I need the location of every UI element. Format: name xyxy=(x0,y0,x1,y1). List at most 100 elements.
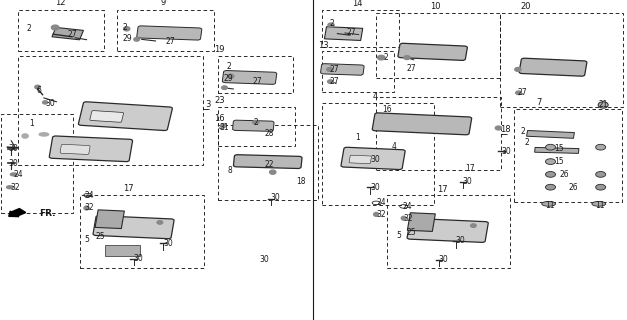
Text: 27: 27 xyxy=(518,88,527,97)
Text: 30: 30 xyxy=(271,193,281,202)
FancyBboxPatch shape xyxy=(233,155,302,169)
Text: 2: 2 xyxy=(329,19,334,28)
Text: 2: 2 xyxy=(524,138,529,147)
Bar xyxy=(324,27,363,40)
FancyBboxPatch shape xyxy=(93,216,174,239)
FancyBboxPatch shape xyxy=(50,136,132,162)
Ellipse shape xyxy=(596,184,606,190)
Text: 24: 24 xyxy=(14,170,23,179)
Text: 30: 30 xyxy=(439,255,449,264)
Text: 16: 16 xyxy=(214,114,224,123)
Text: 30: 30 xyxy=(45,99,55,108)
Text: 28: 28 xyxy=(265,129,274,138)
Bar xyxy=(218,107,295,146)
Text: 26: 26 xyxy=(568,183,577,192)
Ellipse shape xyxy=(515,91,522,95)
Text: 32: 32 xyxy=(10,183,19,192)
Bar xyxy=(18,10,104,51)
Bar xyxy=(500,13,623,107)
Bar xyxy=(1,114,73,213)
Text: 5: 5 xyxy=(396,231,401,240)
Text: 15: 15 xyxy=(554,157,564,166)
Ellipse shape xyxy=(401,216,406,220)
Text: 22: 22 xyxy=(265,160,274,169)
Text: 18: 18 xyxy=(296,177,305,186)
Text: 12: 12 xyxy=(56,0,66,7)
FancyBboxPatch shape xyxy=(519,58,587,76)
Bar xyxy=(322,51,394,92)
Ellipse shape xyxy=(592,202,606,206)
Text: 2: 2 xyxy=(26,24,31,33)
Text: 15: 15 xyxy=(554,144,564,153)
Ellipse shape xyxy=(228,74,234,78)
Text: 17: 17 xyxy=(124,184,134,193)
Text: 18: 18 xyxy=(500,125,510,134)
Text: 16: 16 xyxy=(382,105,392,114)
Text: 21: 21 xyxy=(598,100,608,109)
Bar xyxy=(322,103,434,205)
Text: 27: 27 xyxy=(329,77,339,86)
Text: 2: 2 xyxy=(227,62,232,71)
Ellipse shape xyxy=(270,170,276,174)
FancyBboxPatch shape xyxy=(223,70,277,84)
Text: 9: 9 xyxy=(161,0,166,7)
Ellipse shape xyxy=(22,134,28,138)
Text: 19: 19 xyxy=(214,45,224,54)
Bar xyxy=(218,125,318,200)
Text: 30: 30 xyxy=(456,236,466,245)
Text: 30: 30 xyxy=(163,239,173,248)
Text: 7: 7 xyxy=(537,98,542,107)
Text: 29: 29 xyxy=(123,34,132,43)
Text: 27: 27 xyxy=(166,37,175,46)
Text: 17: 17 xyxy=(465,164,475,173)
FancyBboxPatch shape xyxy=(372,113,472,135)
Text: 1: 1 xyxy=(356,133,361,142)
Text: 27: 27 xyxy=(329,65,339,74)
FancyBboxPatch shape xyxy=(341,147,405,170)
Text: 32: 32 xyxy=(85,203,94,212)
Bar xyxy=(95,210,124,228)
Bar xyxy=(535,148,579,153)
Ellipse shape xyxy=(495,126,502,130)
Text: 6: 6 xyxy=(37,86,42,95)
FancyBboxPatch shape xyxy=(90,111,124,122)
Text: 30: 30 xyxy=(9,159,19,168)
Bar xyxy=(527,131,574,138)
Text: 20: 20 xyxy=(520,2,530,11)
Ellipse shape xyxy=(34,85,40,89)
Ellipse shape xyxy=(596,144,606,150)
Text: 10: 10 xyxy=(431,2,441,11)
Ellipse shape xyxy=(545,144,556,150)
Ellipse shape xyxy=(134,38,139,41)
Ellipse shape xyxy=(545,159,556,164)
FancyBboxPatch shape xyxy=(78,102,172,131)
Text: 32: 32 xyxy=(404,214,413,223)
Ellipse shape xyxy=(124,27,130,31)
Ellipse shape xyxy=(6,186,14,189)
Ellipse shape xyxy=(545,184,556,190)
Ellipse shape xyxy=(377,55,385,60)
Ellipse shape xyxy=(40,133,49,136)
FancyBboxPatch shape xyxy=(398,43,467,60)
Text: 1: 1 xyxy=(29,119,34,128)
Text: 29: 29 xyxy=(223,74,233,83)
Text: 30: 30 xyxy=(260,255,270,264)
Text: 24: 24 xyxy=(85,191,94,200)
Text: 2: 2 xyxy=(123,23,128,32)
Bar xyxy=(218,56,293,93)
Text: 27: 27 xyxy=(406,64,416,73)
Ellipse shape xyxy=(222,86,227,89)
Ellipse shape xyxy=(470,224,477,227)
Text: 26: 26 xyxy=(559,170,569,179)
Text: 2: 2 xyxy=(254,118,259,127)
Text: 2: 2 xyxy=(384,53,389,62)
Ellipse shape xyxy=(84,206,89,210)
Ellipse shape xyxy=(43,101,48,104)
Text: 27: 27 xyxy=(68,30,77,39)
Bar xyxy=(387,195,510,268)
Ellipse shape xyxy=(328,23,334,27)
Ellipse shape xyxy=(515,68,521,71)
Text: 30: 30 xyxy=(134,254,144,263)
Text: FR.: FR. xyxy=(39,209,55,218)
Text: 4: 4 xyxy=(372,92,377,101)
